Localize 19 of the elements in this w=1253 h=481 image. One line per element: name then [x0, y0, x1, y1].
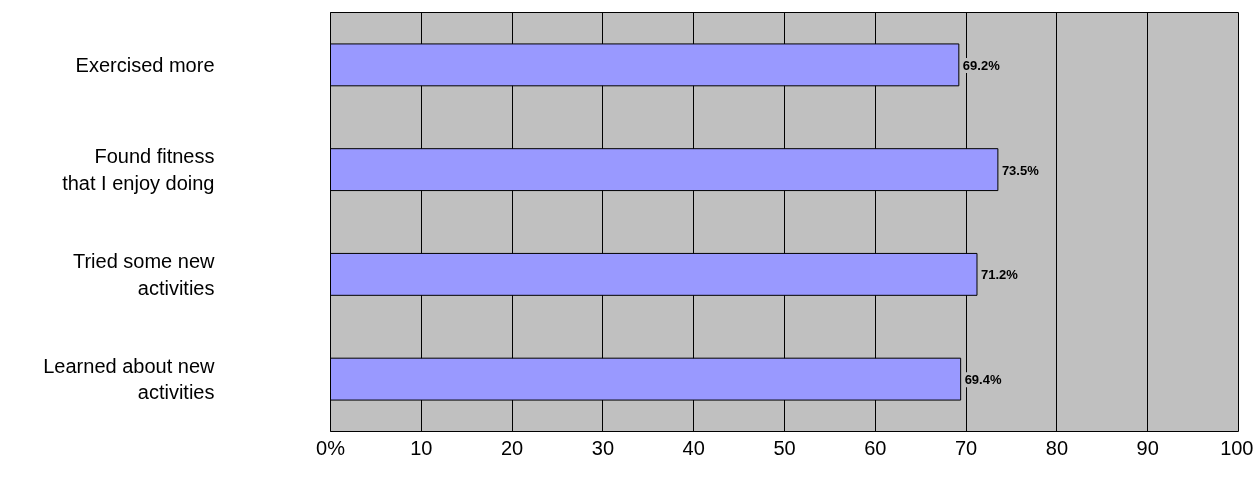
y-tick-label: Tried some new activities: [72, 250, 216, 299]
x-tick-label: 20: [500, 436, 524, 459]
data-label: 69.2%: [962, 57, 1001, 73]
x-tick-label: 100: [1220, 436, 1253, 459]
data-label: 71.2%: [981, 267, 1019, 283]
x-tick-label: 70: [954, 436, 978, 459]
x-tick-label: 80: [1045, 436, 1069, 459]
data-label: 73.5%: [1001, 162, 1040, 178]
x-tick-label: 90: [1136, 436, 1159, 459]
y-tick-label: Found fitness that I enjoy doing: [62, 145, 215, 194]
data-label: 69.4%: [964, 372, 1002, 388]
x-tick-label: 40: [682, 436, 705, 459]
x-tick-label: 30: [591, 436, 615, 459]
x-tick-label: 50: [773, 436, 796, 459]
x-tick-label: 0%: [316, 436, 346, 459]
x-tick-label: 10: [410, 436, 433, 459]
y-tick-label: Exercised more: [75, 53, 215, 76]
x-tick-label: 60: [864, 436, 887, 459]
y-tick-label: Learned about new activities: [43, 354, 216, 404]
